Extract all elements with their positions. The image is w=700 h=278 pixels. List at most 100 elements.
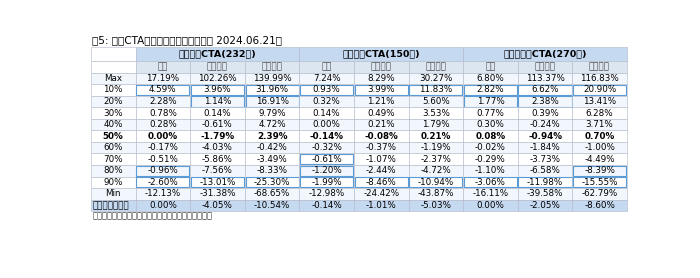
Bar [245,153,300,165]
Text: -0.08%: -0.08% [365,132,398,141]
Bar [354,107,409,119]
Text: -0.17%: -0.17% [148,143,178,152]
Text: -5.03%: -5.03% [420,201,452,210]
Bar [136,85,190,95]
Bar [90,119,136,130]
Text: -8.39%: -8.39% [584,166,615,175]
Text: 5.60%: 5.60% [422,97,449,106]
Text: 资料来源：私募排排网，国信证券经济研究所归纳整理: 资料来源：私募排排网，国信证券经济研究所归纳整理 [92,212,212,221]
Bar [573,153,627,165]
Text: -12.13%: -12.13% [145,189,181,198]
Bar [300,107,354,119]
Text: 主观趋势CTA(232只): 主观趋势CTA(232只) [178,50,256,59]
Bar [90,200,136,211]
Bar [300,85,354,95]
Bar [354,200,409,211]
Bar [409,61,463,73]
Bar [464,96,517,106]
Text: 0.39%: 0.39% [531,108,559,118]
Text: -39.58%: -39.58% [527,189,564,198]
Bar [573,165,627,177]
Bar [190,119,245,130]
Text: 0.32%: 0.32% [313,97,340,106]
Bar [136,177,190,187]
Text: 113.37%: 113.37% [526,74,564,83]
Text: 9.79%: 9.79% [258,108,286,118]
Text: -1.00%: -1.00% [584,143,615,152]
Text: -0.24%: -0.24% [530,120,561,129]
Bar [355,177,407,187]
Bar [190,165,245,177]
Bar [518,153,573,165]
Text: 17.19%: 17.19% [146,74,179,83]
Bar [136,47,300,61]
Text: 60%: 60% [104,143,122,152]
Bar [190,107,245,119]
Bar [518,119,573,130]
Bar [354,61,409,73]
Text: 近一个月: 近一个月 [535,62,556,71]
Text: 11.83%: 11.83% [419,85,452,95]
Bar [573,107,627,119]
Bar [354,153,409,165]
Bar [90,84,136,96]
Bar [245,177,300,188]
Text: -12.98%: -12.98% [309,189,345,198]
Text: 1.14%: 1.14% [204,97,231,106]
Text: -4.05%: -4.05% [202,201,233,210]
Text: -3.49%: -3.49% [257,155,288,164]
Bar [518,188,573,200]
Bar [300,119,354,130]
Text: 0.21%: 0.21% [421,132,451,141]
Bar [90,47,136,61]
Bar [136,96,190,107]
Bar [300,188,354,200]
Bar [354,119,409,130]
Text: 年初至今: 年初至今 [589,62,610,71]
Bar [573,177,627,188]
Bar [90,188,136,200]
Text: 近一个月: 近一个月 [207,62,228,71]
Bar [190,130,245,142]
Bar [409,165,463,177]
Bar [136,200,190,211]
Text: -8.60%: -8.60% [584,201,615,210]
Text: 0.00%: 0.00% [477,201,505,210]
Bar [409,96,463,107]
Bar [136,188,190,200]
Bar [354,84,409,96]
Bar [136,61,190,73]
Bar [463,61,518,73]
Text: 2.39%: 2.39% [257,132,287,141]
Bar [245,130,300,142]
Text: -10.54%: -10.54% [254,201,290,210]
Bar [409,73,463,84]
Text: -6.58%: -6.58% [530,166,561,175]
Text: 图5: 主观CTA私募产品收益统计（截至 2024.06.21）: 图5: 主观CTA私募产品收益统计（截至 2024.06.21） [92,35,282,45]
Text: -43.87%: -43.87% [418,189,454,198]
Text: 上周: 上周 [485,62,496,71]
Bar [190,61,245,73]
Text: 0.14%: 0.14% [204,108,231,118]
Bar [354,165,409,177]
Text: 0.78%: 0.78% [149,108,177,118]
Bar [354,188,409,200]
Bar [136,84,190,96]
Bar [464,177,517,187]
Bar [300,166,354,176]
Bar [300,130,354,142]
Text: -1.99%: -1.99% [312,178,342,187]
Bar [463,84,518,96]
Bar [300,165,354,177]
Text: 16.91%: 16.91% [256,97,288,106]
Text: 50%: 50% [103,132,123,141]
Bar [354,142,409,153]
Bar [90,107,136,119]
Bar [190,200,245,211]
Text: 7.24%: 7.24% [313,74,340,83]
Text: -0.42%: -0.42% [257,143,288,152]
Text: Min: Min [105,189,121,198]
Text: 31.96%: 31.96% [256,85,288,95]
Bar [573,84,627,96]
Bar [573,85,626,95]
